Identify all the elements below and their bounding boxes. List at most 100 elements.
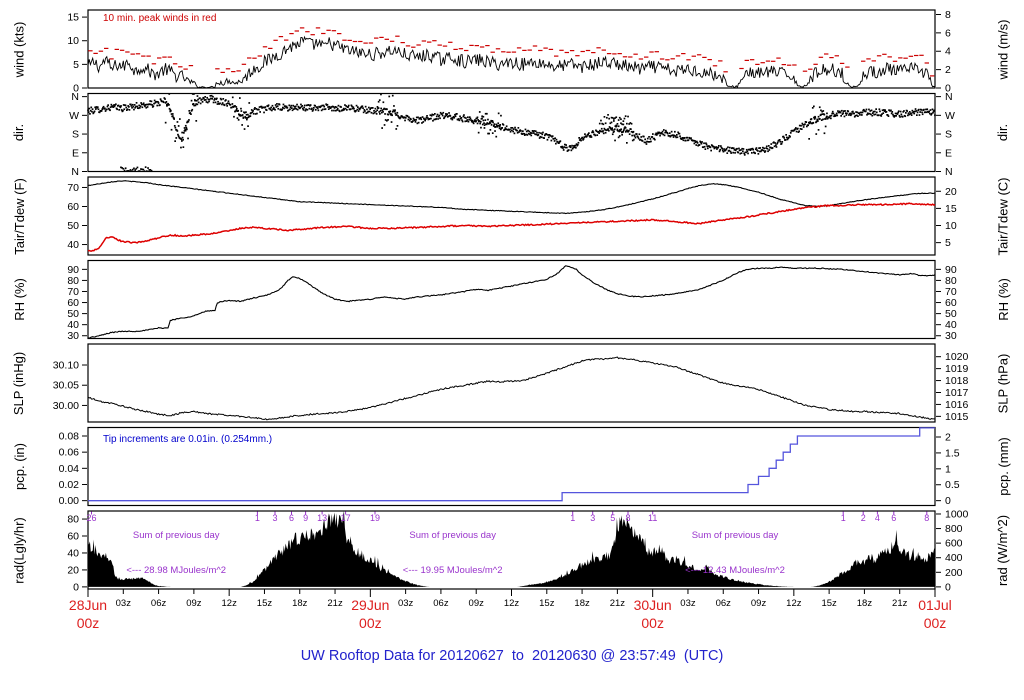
wind-direction-scatter-point xyxy=(928,110,930,113)
wind-direction-scatter-point xyxy=(741,147,743,150)
wind-direction-scatter-point xyxy=(121,167,123,169)
wind-direction-scatter-point xyxy=(472,121,474,124)
wind-direction-scatter-point xyxy=(584,133,586,135)
wind-direction-scatter-point xyxy=(320,109,323,112)
wind-direction-scatter-point xyxy=(643,135,645,138)
wind-direction-scatter-point xyxy=(555,142,557,145)
dir-rtick-label: S xyxy=(945,129,952,141)
wind-direction-scatter-point xyxy=(609,122,612,125)
wind-direction-scatter-point xyxy=(864,110,867,113)
wind-direction-scatter-point xyxy=(231,103,234,105)
wind-direction-scatter-point xyxy=(591,130,594,132)
wind-direction-scatter-point xyxy=(234,105,236,107)
tip-increment-note: Tip increments are 0.01in. (0.254mm.) xyxy=(103,434,273,445)
wind-direction-scatter-point xyxy=(514,126,516,129)
tair-tdew-rtick-label: 15 xyxy=(945,203,957,215)
tdew-f xyxy=(87,202,936,252)
wind-direction-scatter-point xyxy=(441,113,443,115)
dir-rtick-label: E xyxy=(945,147,952,159)
wind-direction-scatter-point xyxy=(604,122,607,125)
wind-direction-scatter-point xyxy=(365,112,368,114)
wind-direction-scatter-point xyxy=(826,117,829,120)
wind-direction-scatter-point xyxy=(854,114,857,117)
wind-direction-scatter-point xyxy=(211,98,214,100)
wind-direction-scatter-point xyxy=(406,115,409,118)
wind-direction-scatter-point xyxy=(258,106,261,108)
wind-direction-scatter-point xyxy=(296,103,298,106)
wind-direction-scatter-point xyxy=(259,111,261,113)
wind-direction-scatter-point xyxy=(718,145,720,147)
wind-direction-scatter-point xyxy=(573,145,575,147)
wind-direction-scatter-point xyxy=(323,105,326,108)
wind-direction-scatter-point xyxy=(252,112,255,115)
wind-direction-scatter-point xyxy=(884,109,886,111)
wind-direction-scatter-point xyxy=(291,109,294,112)
wind-direction-scatter-point xyxy=(622,130,624,133)
rad-cumulative-label: 5 xyxy=(610,513,615,523)
wind-direction-scatter-point xyxy=(373,110,375,112)
wind-direction-scatter-point xyxy=(332,106,335,108)
wind-direction-scatter-point xyxy=(651,136,654,138)
wind-direction-scatter-point xyxy=(525,130,528,133)
wind-direction-scatter-point xyxy=(742,148,745,150)
wind-direction-scatter-point xyxy=(764,150,767,152)
wind-direction-scatter-point xyxy=(104,110,107,112)
wind-direction-scatter-point xyxy=(835,112,838,115)
wind-direction-scatter-point xyxy=(535,133,538,136)
rad-cumulative-label: 1 xyxy=(255,513,260,523)
wind-direction-scatter-point xyxy=(469,117,472,120)
wind-direction-scatter-point xyxy=(778,139,781,141)
wind-direction-scatter-point xyxy=(389,113,392,115)
wind-direction-scatter-point xyxy=(574,144,577,147)
wind-direction-scatter-point xyxy=(450,117,453,119)
wind-direction-scatter-point xyxy=(136,105,139,108)
wind-direction-scatter-point xyxy=(414,121,417,123)
wind-direction-scatter-point xyxy=(260,105,263,108)
wind-direction-scatter-point xyxy=(120,109,123,111)
wind-direction-scatter-point xyxy=(120,166,122,169)
wind-direction-scatter-point xyxy=(208,98,211,101)
sum-annotation-0: Sum of previous day <--- 28.98 MJoules/m… xyxy=(126,507,226,588)
wind-direction-scatter-point xyxy=(726,152,729,154)
wind-direction-scatter-point xyxy=(234,110,237,113)
wind-direction-scatter-point xyxy=(285,106,287,109)
pcp-ytick-label: 0.06 xyxy=(59,447,80,459)
wind-direction-scatter-point xyxy=(300,103,302,106)
wind-direction-scatter-point xyxy=(532,130,534,133)
wind-direction-scatter-point xyxy=(518,131,520,133)
wind-direction-scatter-point xyxy=(562,149,565,151)
rh-ytick-label: 60 xyxy=(67,297,79,309)
wind-direction-scatter-point xyxy=(669,135,672,138)
wind-direction-scatter-point xyxy=(247,113,249,116)
wind-direction-scatter-point xyxy=(522,130,524,132)
wind-direction-scatter-point xyxy=(109,109,111,112)
wind-direction-scatter-point xyxy=(228,102,230,105)
wind-direction-scatter-point xyxy=(432,114,435,116)
wind-direction-scatter-point xyxy=(525,133,527,136)
wind-direction-scatter-point xyxy=(755,147,758,149)
wind-direction-scatter-point xyxy=(624,126,627,129)
wind-direction-scatter-point xyxy=(393,110,396,113)
wind-direction-scatter-point xyxy=(88,107,91,110)
wind-direction-scatter-point xyxy=(721,149,724,152)
x-minor-label: 21z xyxy=(610,598,626,609)
wind-direction-scatter-point xyxy=(523,133,525,135)
wind-direction-scatter-point xyxy=(931,108,934,111)
wind-direction-scatter-point xyxy=(538,137,541,139)
wind-direction-scatter-point xyxy=(451,118,454,121)
wind-direction-scatter-point xyxy=(795,127,797,129)
wind-direction-scatter-point xyxy=(932,111,934,114)
wind-direction-scatter-point xyxy=(617,119,620,121)
wind-direction-scatter-point xyxy=(653,137,655,140)
wind-direction-scatter-point xyxy=(452,115,455,118)
wind-direction-scatter-point xyxy=(301,105,304,107)
wind-direction-scatter-point xyxy=(316,106,318,108)
wind-direction-scatter-point xyxy=(175,129,178,131)
wind-direction-scatter-point xyxy=(292,104,294,107)
wind-direction-scatter-point xyxy=(841,109,843,112)
wind-direction-scatter-point xyxy=(732,147,735,150)
wind-direction-scatter-point xyxy=(131,168,134,171)
wind-direction-scatter-point xyxy=(237,119,240,121)
wind-direction-scatter-point xyxy=(641,140,644,142)
wind-direction-scatter-point xyxy=(221,102,224,104)
